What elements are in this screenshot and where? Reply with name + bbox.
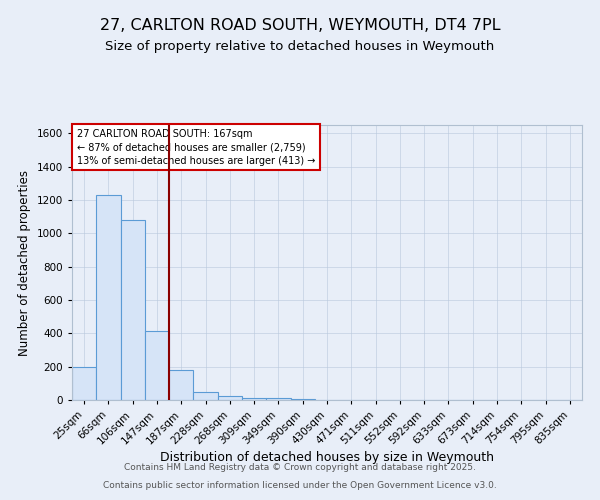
Text: Size of property relative to detached houses in Weymouth: Size of property relative to detached ho…: [106, 40, 494, 53]
Bar: [242, 398, 266, 400]
Bar: [72, 366, 96, 400]
Text: Contains HM Land Registry data © Crown copyright and database right 2025.: Contains HM Land Registry data © Crown c…: [124, 464, 476, 472]
Bar: [218, 396, 242, 400]
Text: 27 CARLTON ROAD SOUTH: 167sqm
← 87% of detached houses are smaller (2,759)
13% o: 27 CARLTON ROAD SOUTH: 167sqm ← 87% of d…: [77, 129, 316, 166]
Text: 27, CARLTON ROAD SOUTH, WEYMOUTH, DT4 7PL: 27, CARLTON ROAD SOUTH, WEYMOUTH, DT4 7P…: [100, 18, 500, 32]
Bar: [266, 398, 290, 400]
Bar: [121, 220, 145, 400]
Bar: [145, 331, 169, 400]
Bar: [193, 392, 218, 400]
X-axis label: Distribution of detached houses by size in Weymouth: Distribution of detached houses by size …: [160, 452, 494, 464]
Bar: [290, 398, 315, 400]
Text: Contains public sector information licensed under the Open Government Licence v3: Contains public sector information licen…: [103, 481, 497, 490]
Bar: [169, 370, 193, 400]
Bar: [96, 195, 121, 400]
Y-axis label: Number of detached properties: Number of detached properties: [18, 170, 31, 356]
